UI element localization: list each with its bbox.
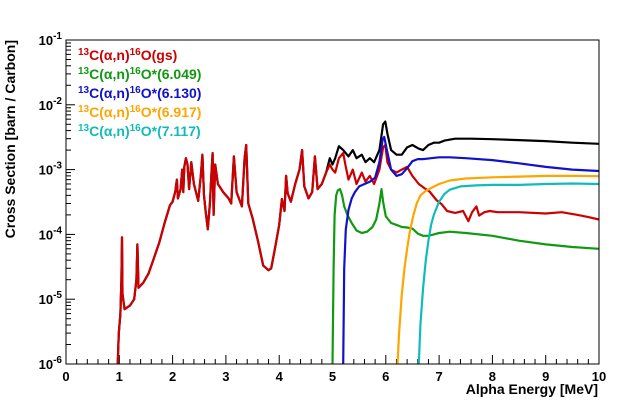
series-line-5	[417, 182, 600, 365]
y-axis-title: Cross Section [barn / Carbon]	[2, 40, 18, 238]
x-tick-label: 6	[382, 369, 389, 384]
series-line-3	[342, 135, 600, 365]
x-axis-title: Alpha Energy [MeV]	[466, 381, 598, 397]
x-tick-label: 3	[222, 369, 229, 384]
x-tick-label: 4	[276, 369, 284, 384]
legend: 13C(α,n)16O(gs) 13C(α,n)16O*(6.049) 13C(α,…	[78, 47, 201, 139]
x-tick-label: 5	[329, 369, 336, 384]
legend-entry: 13C(α,n)16O*(6.130)	[78, 85, 201, 101]
x-tick-label: 10	[592, 369, 606, 384]
plot-series	[116, 120, 600, 365]
plot-frame	[65, 39, 600, 365]
y-tick-label: 10-6	[39, 355, 63, 372]
y-tick-label: 10-3	[39, 161, 63, 178]
series-line-2	[331, 188, 600, 365]
legend-entry: 13C(α,n)16O(gs)	[78, 47, 177, 63]
y-tick-label: 10-5	[39, 290, 63, 307]
x-tick-label: 0	[62, 369, 69, 384]
x-tick-label: 1	[116, 369, 123, 384]
x-tick-label: 9	[542, 369, 549, 384]
series-line-4	[396, 174, 600, 365]
legend-entry: 13C(α,n)16O*(6.049)	[78, 66, 201, 82]
tick-labels: 0 1 2 3 4 5 6 7 8 9 10 10-6 10-5 10-4 10-3 10-2 10-1	[39, 31, 607, 384]
y-tick-label: 10-1	[39, 31, 63, 48]
x-tick-label: 2	[169, 369, 176, 384]
legend-entry: 13C(α,n)16O*(7.117)	[78, 123, 201, 139]
y-tick-label: 10-4	[39, 225, 63, 242]
axis-ticks	[65, 39, 600, 365]
x-tick-label: 8	[489, 369, 496, 384]
legend-entry: 13C(α,n)16O*(6.917)	[78, 104, 201, 120]
y-tick-label: 10-2	[39, 96, 63, 113]
x-tick-label: 7	[435, 369, 442, 384]
series-line-1	[116, 143, 600, 365]
